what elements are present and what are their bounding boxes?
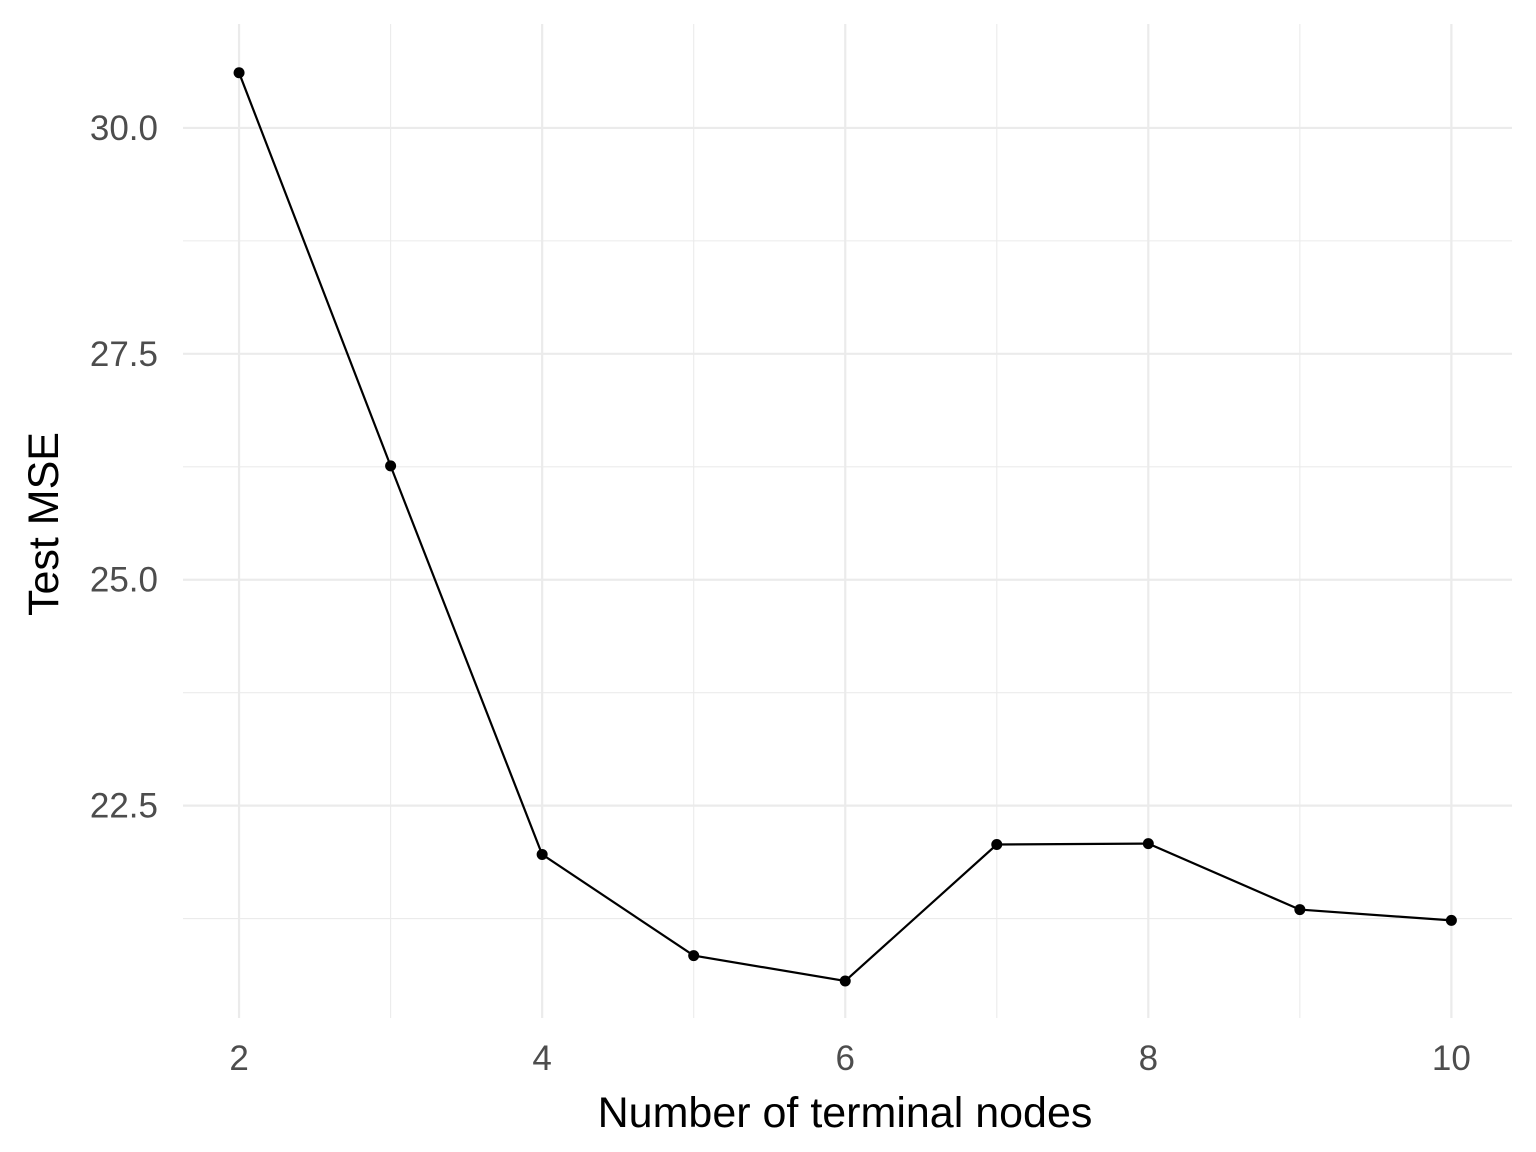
y-tick-label: 25.0 (90, 561, 158, 600)
x-axis-tick-labels: 2 4 6 8 10 (229, 1039, 1471, 1078)
series-test-mse (233, 67, 1457, 987)
data-point (1142, 838, 1154, 850)
y-tick-label: 22.5 (90, 787, 158, 826)
data-point (1294, 904, 1306, 916)
x-tick-label: 8 (1139, 1039, 1158, 1078)
x-tick-label: 6 (835, 1039, 854, 1078)
gridlines (183, 24, 1512, 1018)
x-tick-label: 4 (532, 1039, 551, 1078)
data-point (991, 839, 1003, 851)
y-axis-tick-labels: 22.5 25.0 27.5 30.0 (90, 109, 158, 826)
y-tick-label: 30.0 (90, 109, 158, 148)
x-axis-title: Number of terminal nodes (598, 1089, 1093, 1137)
data-point (688, 950, 700, 962)
y-tick-label: 27.5 (90, 335, 158, 374)
data-point (839, 975, 851, 987)
data-point (233, 67, 245, 79)
data-point (1445, 914, 1457, 926)
x-tick-label: 2 (229, 1039, 248, 1078)
data-point (385, 460, 397, 472)
y-axis-title: Test MSE (20, 432, 68, 616)
x-tick-label: 10 (1432, 1039, 1471, 1078)
data-point (536, 848, 548, 860)
